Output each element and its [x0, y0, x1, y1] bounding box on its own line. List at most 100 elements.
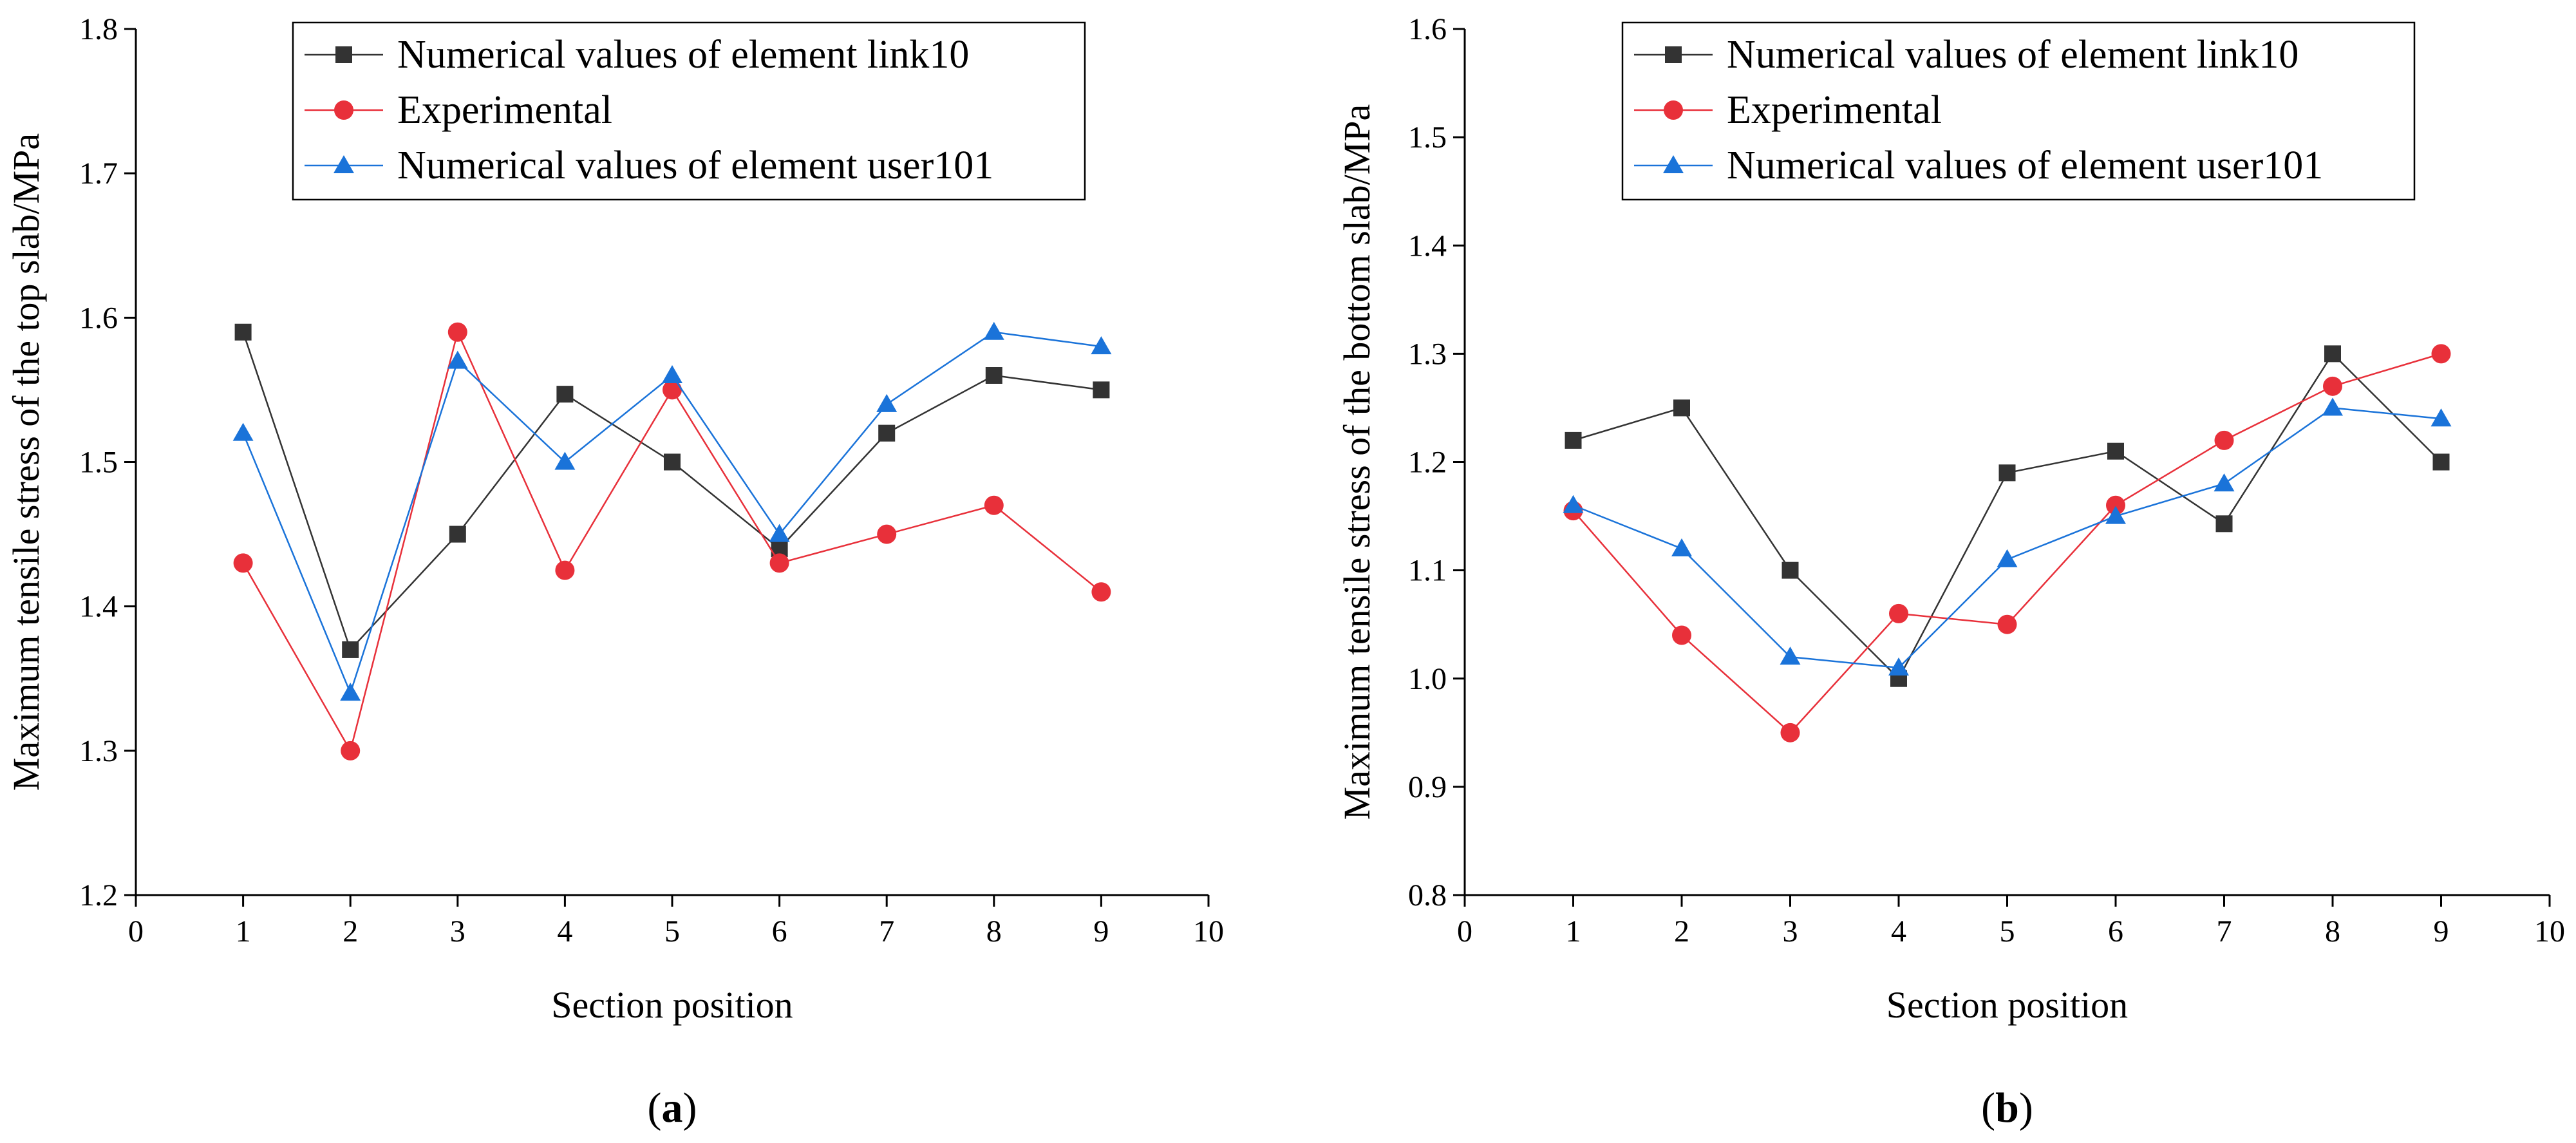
legend-swatch-marker	[335, 46, 352, 63]
data-point	[447, 322, 467, 342]
y-tick-label: 1.6	[79, 301, 118, 335]
series-circle	[233, 322, 1111, 760]
data-point	[769, 524, 790, 542]
data-point	[1093, 381, 1110, 399]
data-point	[662, 365, 682, 383]
data-point	[2323, 376, 2342, 396]
y-tick-label: 0.9	[1408, 770, 1447, 804]
data-point	[2431, 344, 2451, 364]
data-point	[1672, 625, 1691, 645]
y-tick-label: 1.7	[79, 156, 118, 191]
y-axis-title: Maximum tensile stress of the bottom sla…	[1336, 104, 1378, 820]
x-tick-label: 8	[986, 914, 1002, 949]
legend-swatch-marker	[1665, 46, 1682, 63]
y-tick-label: 1.2	[79, 878, 118, 912]
data-point	[2106, 495, 2125, 515]
legend-swatch-marker	[334, 155, 354, 173]
data-point	[340, 683, 361, 701]
x-tick-label: 8	[2325, 914, 2340, 949]
x-tick-label: 0	[128, 914, 144, 949]
x-tick-label: 3	[1783, 914, 1798, 949]
data-point	[2432, 453, 2450, 471]
data-point	[341, 741, 361, 760]
data-point	[2214, 430, 2234, 450]
panel-b: 0 1 2 3 4 5 6 7 8 9 10 0.8 0.9 1.0 1.1 1.2 1.3 1.4 1.5 1.6 S…	[1336, 12, 2565, 1131]
data-point	[1671, 538, 1692, 556]
y-tick-label: 0.8	[1408, 878, 1447, 912]
data-point	[769, 553, 789, 573]
data-point	[2322, 397, 2343, 416]
panel-a: 0 1 2 3 4 5 6 7 8 9 10 1.2 1.3 1.4 1.5 1.6 1.7 1.8 Section…	[5, 12, 1224, 1131]
x-tick-label: 9	[2434, 914, 2449, 949]
legend-label: Experimental	[397, 88, 612, 132]
legend-label: Numerical values of element link10	[1727, 33, 2299, 77]
data-point	[983, 321, 1004, 340]
x-tick-label: 5	[664, 914, 680, 949]
data-point	[1997, 549, 2018, 567]
x-tick-label: 4	[557, 914, 572, 949]
data-point	[1998, 464, 2016, 482]
legend-label: Numerical values of element user101	[397, 144, 993, 187]
y-tick-label: 1.6	[1408, 12, 1447, 46]
legend: Numerical values of element link10 Experi…	[292, 21, 1086, 201]
y-tick-label: 1.4	[79, 590, 118, 624]
y-tick-label: 1.5	[79, 446, 118, 480]
x-axis-title: Section position	[1886, 984, 2128, 1026]
y-tick-label: 1.3	[1408, 337, 1447, 371]
series-circle	[1563, 344, 2451, 742]
data-point	[233, 553, 253, 573]
data-point	[1091, 582, 1111, 602]
data-point	[342, 641, 359, 658]
y-tick-label: 1.0	[1408, 662, 1447, 696]
data-point	[663, 380, 682, 400]
x-tick-label: 6	[2108, 914, 2123, 949]
data-point	[555, 560, 575, 580]
x-tick-label: 1	[1566, 914, 1581, 949]
x-tick-label: 2	[343, 914, 358, 949]
x-tick-label: 7	[2217, 914, 2232, 949]
data-point	[876, 393, 898, 412]
x-tick-label: 2	[1674, 914, 1689, 949]
data-point	[232, 422, 254, 441]
x-tick-label: 0	[1457, 914, 1472, 949]
legend-box	[1621, 21, 2416, 201]
x-tick-label: 7	[879, 914, 894, 949]
data-point	[1563, 495, 1584, 513]
y-axis-title: Maximum tensile stress of the top slab/M…	[5, 133, 47, 791]
legend-swatch-marker	[334, 100, 353, 120]
legend-label: Numerical values of element user101	[1727, 144, 2323, 187]
data-point	[1782, 562, 1799, 579]
legend-box	[292, 21, 1086, 201]
data-point	[2105, 505, 2126, 524]
data-point	[1673, 399, 1690, 417]
data-point	[984, 495, 1004, 515]
data-point	[1889, 603, 1908, 623]
series-square	[1565, 345, 2450, 687]
x-tick-label: 5	[2000, 914, 2015, 949]
data-point	[449, 525, 466, 543]
legend-label: Numerical values of element link10	[397, 33, 969, 77]
data-point	[2430, 408, 2452, 427]
x-tick-label: 6	[772, 914, 787, 949]
data-point	[2107, 442, 2124, 460]
series-line	[1572, 353, 2441, 734]
x-axis-title: Section position	[551, 984, 793, 1026]
data-point	[877, 524, 897, 544]
data-point	[447, 350, 468, 369]
x-tick-label: 1	[236, 914, 251, 949]
data-point	[1091, 336, 1112, 355]
y-tick-label: 1.5	[1408, 120, 1447, 155]
x-tick-label: 10	[1193, 914, 1224, 949]
data-point	[985, 367, 1002, 384]
legend-label: Experimental	[1727, 88, 1942, 132]
data-point	[556, 386, 574, 403]
legend-swatch-marker	[1663, 155, 1684, 173]
data-point	[2324, 345, 2341, 363]
x-tick-label: 3	[450, 914, 465, 949]
x-tick-label: 10	[2534, 914, 2565, 949]
panel-label: (b)	[1981, 1084, 2033, 1131]
data-point	[1997, 614, 2017, 634]
data-point	[1780, 723, 1800, 742]
y-tick-label: 1.4	[1408, 229, 1447, 263]
